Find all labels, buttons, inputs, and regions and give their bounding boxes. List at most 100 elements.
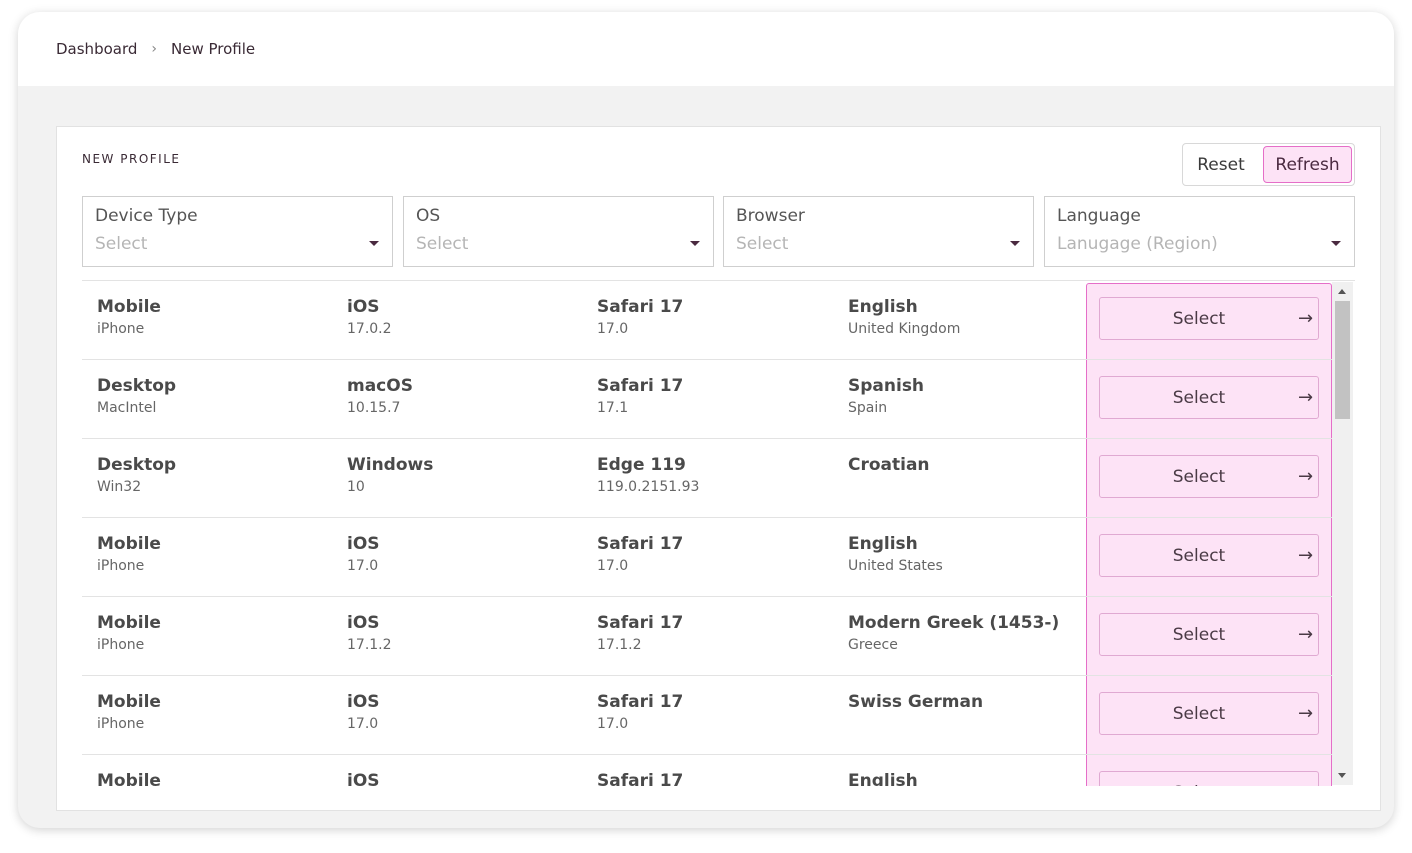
browser-cell-main: Safari 17 <box>597 613 684 633</box>
os-cell: iOS 17.0.2 <box>347 297 392 337</box>
refresh-button[interactable]: Refresh <box>1263 146 1352 183</box>
breadcrumb-current: New Profile <box>171 40 256 58</box>
os-cell-sub: 10 <box>347 479 365 495</box>
os-cell: iOS 17.0 <box>347 534 380 574</box>
table-row: Mobile iOS Safari 17 English <box>82 755 1332 786</box>
device-cell: Mobile iPhone <box>97 692 161 732</box>
action-button-group: Reset Refresh <box>1182 143 1355 186</box>
browser-cell-main: Safari 17 <box>597 692 684 712</box>
select-profile-button[interactable]: Select→ <box>1099 534 1319 577</box>
select-profile-button[interactable]: Select→ <box>1099 692 1319 735</box>
arrow-right-icon: → <box>1298 387 1314 408</box>
os-cell-main: iOS <box>347 613 380 633</box>
language-cell: English <box>848 771 918 786</box>
new-profile-card: NEW PROFILE Reset Refresh Device Type Se… <box>56 126 1381 811</box>
os-cell-main: macOS <box>347 376 413 396</box>
language-cell: English United Kingdom <box>848 297 960 337</box>
language-cell: Spanish Spain <box>848 376 924 416</box>
language-cell-sub: United Kingdom <box>848 321 961 337</box>
device-cell: Mobile iPhone <box>97 297 161 337</box>
arrow-right-icon: → <box>1298 624 1314 645</box>
device-cell-main: Desktop <box>97 455 177 475</box>
filter-label: Language <box>1057 206 1141 226</box>
os-cell-sub: 17.1.2 <box>347 637 392 653</box>
os-cell: Windows 10 <box>347 455 433 495</box>
table-row: Mobile iPhone iOS 17.0.2 Safari 17 17.0 Englis… <box>82 281 1332 360</box>
select-profile-button[interactable]: Select→ <box>1099 771 1319 786</box>
reset-button[interactable]: Reset <box>1197 154 1245 175</box>
device-cell-main: Desktop <box>97 376 177 396</box>
filter-label: Device Type <box>95 206 198 226</box>
browser-cell: Safari 17 <box>597 771 683 786</box>
breadcrumb: Dashboard › New Profile <box>56 40 255 58</box>
caret-down-icon <box>690 241 700 246</box>
arrow-right-icon: → <box>1298 782 1313 786</box>
device-cell-main: Mobile <box>97 297 161 317</box>
filter-value: Select <box>736 234 789 254</box>
os-cell-sub: 17.0 <box>347 716 379 732</box>
select-button-label: Select <box>1172 466 1226 487</box>
device-cell: Mobile iPhone <box>97 613 161 653</box>
language-cell: Modern Greek (1453-) Greece <box>848 613 1059 653</box>
scroll-thumb[interactable] <box>1335 301 1350 419</box>
arrow-right-icon: → <box>1298 308 1314 329</box>
select-button-label: Select <box>1172 703 1226 724</box>
os-cell: iOS 17.0 <box>347 692 380 732</box>
breadcrumb-dashboard-link[interactable]: Dashboard <box>56 40 138 58</box>
scrollbar[interactable] <box>1332 282 1353 785</box>
select-profile-button[interactable]: Select → <box>1099 455 1319 498</box>
os-cell: iOS 17.1.2 <box>347 613 392 653</box>
language-cell-main: Spanish <box>848 376 925 396</box>
browser-cell: Edge 119 119.0.2151.93 <box>597 455 699 495</box>
os-cell-main: iOS <box>347 297 380 317</box>
device-type-select[interactable]: Device Type Select <box>82 196 393 267</box>
language-cell-main: Swiss German <box>848 692 984 712</box>
device-cell-main: Mobile <box>97 613 161 633</box>
browser-cell: Safari 17 17.0 <box>597 534 683 574</box>
language-select[interactable]: Language Lanugage (Region) <box>1044 196 1355 267</box>
device-cell: Mobile <box>97 771 161 786</box>
select-button-label: Select <box>1172 624 1226 645</box>
language-cell-main: English <box>848 771 918 786</box>
os-cell: iOS <box>347 771 380 786</box>
device-cell: Mobile iPhone <box>97 534 161 574</box>
browser-cell-main: Safari 17 <box>597 771 684 786</box>
filter-value: Select <box>416 234 469 254</box>
device-cell-sub: iPhone <box>97 716 145 732</box>
scroll-up-icon[interactable] <box>1338 289 1346 294</box>
language-cell: English United States <box>848 534 943 574</box>
select-button-label: Select <box>1172 545 1226 566</box>
device-cell-main: Mobile <box>97 534 161 554</box>
language-cell-main: English <box>848 534 918 554</box>
language-cell-sub: Greece <box>848 637 898 653</box>
device-cell-main: Mobile <box>97 692 161 712</box>
arrow-right-icon: → <box>1298 466 1314 487</box>
table-row: Desktop MacIntel macOS 10.15.7 Safari 17 17.1… <box>82 360 1332 439</box>
device-cell-sub: iPhone <box>97 637 145 653</box>
browser-cell-sub: 17.0 <box>597 558 629 574</box>
select-profile-button[interactable]: Select → <box>1099 613 1319 656</box>
os-cell-main: iOS <box>347 692 380 712</box>
top-bar: Dashboard › New Profile <box>18 12 1394 86</box>
language-cell: Croatian <box>848 455 930 479</box>
browser-cell-sub: 17.1 <box>597 400 629 416</box>
scroll-down-icon[interactable] <box>1338 773 1346 778</box>
table-row: Mobile iPhone iOS 17.1.2 Safari 17 17.1.2 Mode… <box>82 597 1332 676</box>
select-profile-button[interactable]: Select→ <box>1099 376 1319 419</box>
browser-cell-main: Safari 17 <box>597 297 684 317</box>
os-cell-main: Windows <box>347 455 434 475</box>
os-select[interactable]: OS Select <box>403 196 714 267</box>
os-cell-sub: 17.0 <box>347 558 379 574</box>
browser-select[interactable]: Browser Select <box>723 196 1034 267</box>
device-cell-sub: Win32 <box>97 479 142 495</box>
browser-cell-sub: 17.0 <box>597 716 629 732</box>
filter-value: Lanugage (Region) <box>1057 234 1218 254</box>
select-profile-button[interactable]: Select→ <box>1099 297 1319 340</box>
filter-value: Select <box>95 234 148 254</box>
language-cell-sub: Spain <box>848 400 888 416</box>
chevron-right-icon: › <box>151 41 157 57</box>
browser-cell-sub: 17.0 <box>597 321 629 337</box>
filter-label: Browser <box>736 206 805 226</box>
language-cell-sub: United States <box>848 558 943 574</box>
device-cell: Desktop Win32 <box>97 455 176 495</box>
